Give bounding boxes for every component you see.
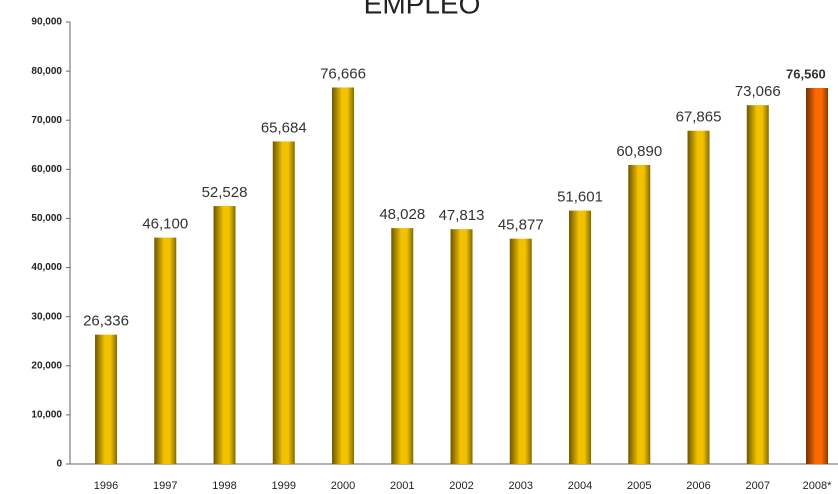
- bar: [687, 130, 710, 464]
- x-tick-label: 2006: [686, 480, 710, 492]
- x-tick-label: 2001: [390, 480, 414, 492]
- x-tick-label: 2002: [449, 480, 473, 492]
- bar: [806, 88, 829, 464]
- x-tick-label: 2005: [627, 480, 651, 492]
- bar: [154, 237, 177, 464]
- data-label: 73,066: [735, 83, 781, 100]
- data-label: 76,560: [786, 66, 826, 81]
- y-tick-label: 40,000: [31, 262, 62, 273]
- bar: [391, 228, 414, 464]
- bar: [95, 334, 118, 464]
- x-tick-label: 2008*: [803, 480, 832, 492]
- y-tick-label: 10,000: [31, 410, 62, 421]
- bar: [569, 210, 592, 464]
- bar: [746, 105, 769, 464]
- bar: [628, 164, 651, 464]
- data-label: 48,028: [379, 206, 425, 223]
- x-tick-label: 2007: [746, 480, 770, 492]
- x-tick-label: 1999: [272, 480, 296, 492]
- bar: [332, 87, 355, 465]
- x-tick-label: 1996: [94, 480, 118, 492]
- data-label: 51,601: [557, 189, 603, 206]
- x-tick-label: 1997: [153, 480, 177, 492]
- y-tick-label: 0: [56, 459, 62, 470]
- data-label: 60,890: [616, 143, 662, 160]
- y-tick-label: 20,000: [31, 360, 62, 371]
- data-label: 65,684: [261, 119, 307, 136]
- bar: [272, 141, 295, 464]
- x-tick-label: 1998: [212, 480, 236, 492]
- bar: [213, 206, 236, 464]
- x-tick-label: 2003: [509, 480, 533, 492]
- chart-title: EMPLEO: [364, 0, 481, 19]
- bar: [509, 238, 532, 464]
- data-label: 52,528: [202, 184, 248, 201]
- data-label: 46,100: [142, 216, 188, 233]
- y-tick-label: 60,000: [31, 164, 62, 175]
- data-label: 67,865: [676, 109, 722, 126]
- data-label: 26,336: [83, 313, 129, 330]
- data-label: 47,813: [439, 207, 485, 224]
- bar: [450, 229, 473, 464]
- y-tick-label: 80,000: [31, 66, 62, 77]
- data-label: 45,877: [498, 217, 544, 234]
- y-tick-label: 70,000: [31, 115, 62, 126]
- y-tick-label: 30,000: [31, 311, 62, 322]
- x-tick-label: 2004: [568, 480, 592, 492]
- y-tick-label: 90,000: [31, 17, 62, 28]
- x-tick-label: 2000: [331, 480, 355, 492]
- data-label: 76,666: [320, 65, 366, 82]
- y-tick-label: 50,000: [31, 213, 62, 224]
